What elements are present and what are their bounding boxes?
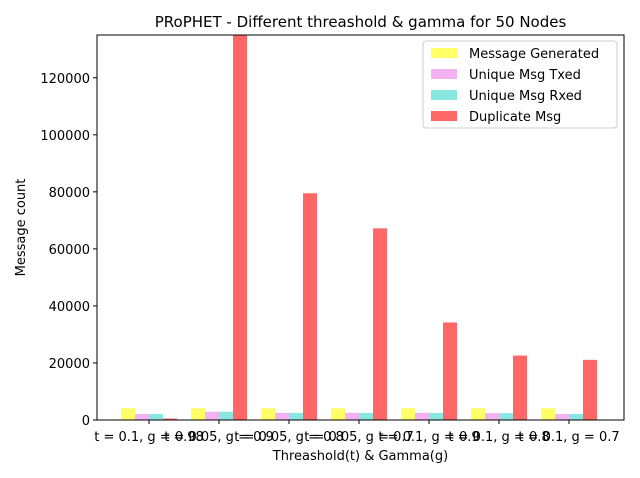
- bar: [485, 413, 499, 420]
- bar: [331, 408, 345, 420]
- bar: [555, 414, 569, 420]
- bar: [583, 359, 597, 420]
- bar: [345, 412, 359, 420]
- bar: [163, 418, 177, 420]
- bar: [359, 412, 373, 420]
- bar: [373, 228, 387, 420]
- bar: [205, 411, 219, 420]
- bar: [471, 408, 485, 420]
- axes-group: 0 20000 40000 60000 80000 100000 120000 t = 0.1…: [40, 34, 625, 445]
- x-tick-label: t = 0.05, g = 0.8: [234, 430, 344, 445]
- bar: [233, 35, 247, 420]
- y-tick-label: 40000: [49, 300, 90, 315]
- bar: [191, 408, 205, 420]
- bar: [275, 412, 289, 420]
- bar: [443, 322, 457, 420]
- y-tick-label: 80000: [49, 186, 90, 201]
- bar: [261, 408, 275, 420]
- bar: [149, 414, 163, 420]
- bar: [513, 355, 527, 420]
- y-tick-label: 60000: [49, 243, 90, 258]
- legend-swatch: [431, 48, 457, 58]
- legend-swatch: [431, 90, 457, 100]
- legend-swatch: [431, 69, 457, 79]
- legend-swatch: [431, 111, 457, 121]
- bar: [219, 411, 233, 420]
- bar: [415, 412, 429, 420]
- y-tick-label: 100000: [40, 129, 90, 144]
- x-tick-label: t = 0.05, g = 0.9: [164, 430, 274, 445]
- bar: [121, 408, 135, 420]
- bar: [541, 408, 555, 420]
- x-tick-label: t = 0.1, g = 0.98: [94, 430, 204, 445]
- plot-frame: [96, 34, 625, 421]
- y-axis-label: Message count: [14, 179, 29, 277]
- y-tick-label: 0: [82, 414, 90, 429]
- x-axis-label: Threashold(t) & Gamma(g): [272, 449, 448, 464]
- legend-label: Duplicate Msg: [469, 110, 561, 125]
- x-tick-label: t = 0.1, g = 0.7: [518, 430, 619, 445]
- bars-group: [121, 35, 597, 420]
- x-tick-label: t = 0.1, g = 0.8: [448, 430, 549, 445]
- bar: [569, 414, 583, 420]
- legend: Message Generated Unique Msg Txed Unique M…: [422, 40, 618, 129]
- bar: [303, 193, 317, 420]
- chart-title: PRoPHET - Different threashold & gamma f…: [155, 13, 567, 31]
- bar: [135, 414, 149, 420]
- x-tick-label: t = 0.05, g = 0.7: [304, 430, 414, 445]
- bar: [499, 413, 513, 420]
- legend-label: Unique Msg Txed: [469, 68, 581, 83]
- x-tick-label: t = 0.1, g = 0.9: [378, 430, 479, 445]
- y-tick-label: 120000: [40, 72, 90, 87]
- legend-label: Message Generated: [469, 47, 599, 62]
- bar: [289, 412, 303, 420]
- bar: [429, 412, 443, 420]
- legend-label: Unique Msg Rxed: [469, 89, 582, 104]
- bar: [401, 408, 415, 420]
- y-tick-label: 20000: [49, 357, 90, 372]
- legend-frame: [422, 40, 618, 129]
